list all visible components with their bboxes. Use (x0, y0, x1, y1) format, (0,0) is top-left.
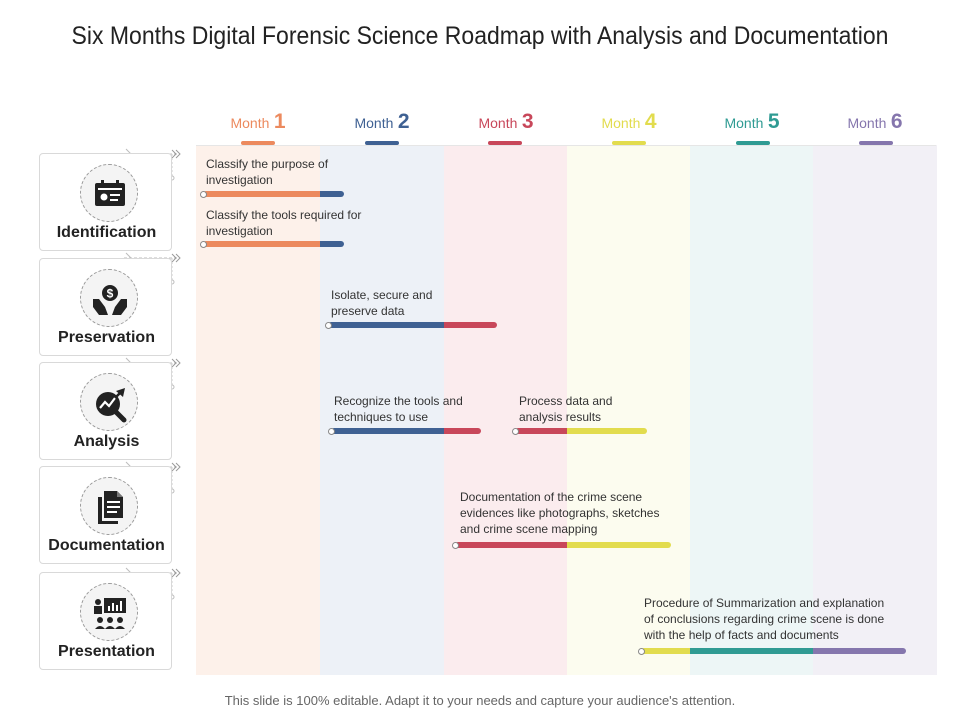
month-word: Month (847, 115, 887, 131)
month-1-tick (241, 141, 275, 145)
month-number: 4 (644, 110, 657, 133)
task-bar-2 (203, 241, 344, 247)
phase-label-presentation: Presentation (58, 643, 155, 660)
phase-card-analysis: Analysis (39, 362, 172, 460)
hands-dollar-icon: $ (80, 269, 138, 327)
task-text-1: Classify the purpose of investigation (206, 157, 329, 187)
task-text-7: Procedure of Summarization and explanati… (644, 596, 885, 642)
task-bar-start-dot (325, 321, 332, 329)
phase-label-identification: Identification (56, 224, 157, 241)
month-6-header: Month 6 (813, 110, 937, 134)
task-text-3: Isolate, secure and preserve data (331, 288, 433, 318)
task-bar-start-dot (452, 541, 459, 549)
task-text-5: Process data and analysis results (519, 394, 613, 424)
month-5-column (690, 145, 814, 675)
month-3-header: Month 3 (444, 110, 568, 134)
task-bar-7 (641, 648, 906, 654)
task-text-6: Documentation of the crime scene evidenc… (460, 490, 660, 536)
month-3-tick (488, 141, 522, 145)
task-text-4: Recognize the tools and techniques to us… (334, 394, 463, 424)
task-bar-5 (515, 428, 647, 434)
svg-text:$: $ (107, 287, 114, 301)
task-bar-start-dot (638, 647, 645, 655)
presentation-icon (80, 583, 138, 641)
month-6-column (813, 145, 937, 675)
month-4-column (567, 145, 691, 675)
month-3-column (444, 145, 568, 675)
phase-card-preservation: $ Preservation (39, 258, 172, 356)
task-text-2: Classify the tools required for investig… (206, 208, 362, 238)
month-number: 3 (521, 110, 534, 133)
task-bar-6 (455, 542, 671, 548)
month-word: Month (601, 115, 641, 131)
timeline-top-rule (196, 145, 936, 146)
task-bar-start-dot (200, 240, 207, 248)
phase-label-preservation: Preservation (58, 329, 155, 346)
month-5-tick (736, 141, 770, 145)
slide-title: Six Months Digital Forensic Science Road… (71, 22, 889, 50)
task-bar-start-dot (200, 190, 207, 198)
month-2-header: Month 2 (320, 110, 444, 134)
month-word: Month (478, 115, 518, 131)
documents-icon (80, 477, 138, 535)
phase-label-analysis: Analysis (73, 433, 140, 450)
month-number: 1 (273, 110, 286, 133)
month-2-tick (365, 141, 399, 145)
footer-note: This slide is 100% editable. Adapt it to… (224, 693, 736, 708)
month-1-header: Month 1 (196, 110, 320, 134)
month-number: 2 (397, 110, 410, 133)
task-bar-4 (331, 428, 481, 434)
month-number: 6 (890, 110, 903, 133)
month-6-tick (859, 141, 893, 145)
month-5-header: Month 5 (690, 110, 814, 134)
phase-label-documentation: Documentation (48, 537, 165, 554)
month-word: Month (230, 115, 270, 131)
phase-card-identification: Identification (39, 153, 172, 251)
id-card-icon (80, 164, 138, 222)
month-4-tick (612, 141, 646, 145)
month-number: 5 (767, 110, 780, 133)
trend-magnifier-icon (80, 373, 138, 431)
month-word: Month (354, 115, 394, 131)
month-2-column (320, 145, 444, 675)
phase-card-documentation: Documentation (39, 466, 172, 564)
task-bar-start-dot (512, 427, 519, 435)
phase-card-presentation: Presentation (39, 572, 172, 670)
month-word: Month (724, 115, 764, 131)
month-1-column (196, 145, 320, 675)
task-bar-3 (328, 322, 497, 328)
month-4-header: Month 4 (567, 110, 691, 134)
task-bar-start-dot (328, 427, 335, 435)
task-bar-1 (203, 191, 344, 197)
